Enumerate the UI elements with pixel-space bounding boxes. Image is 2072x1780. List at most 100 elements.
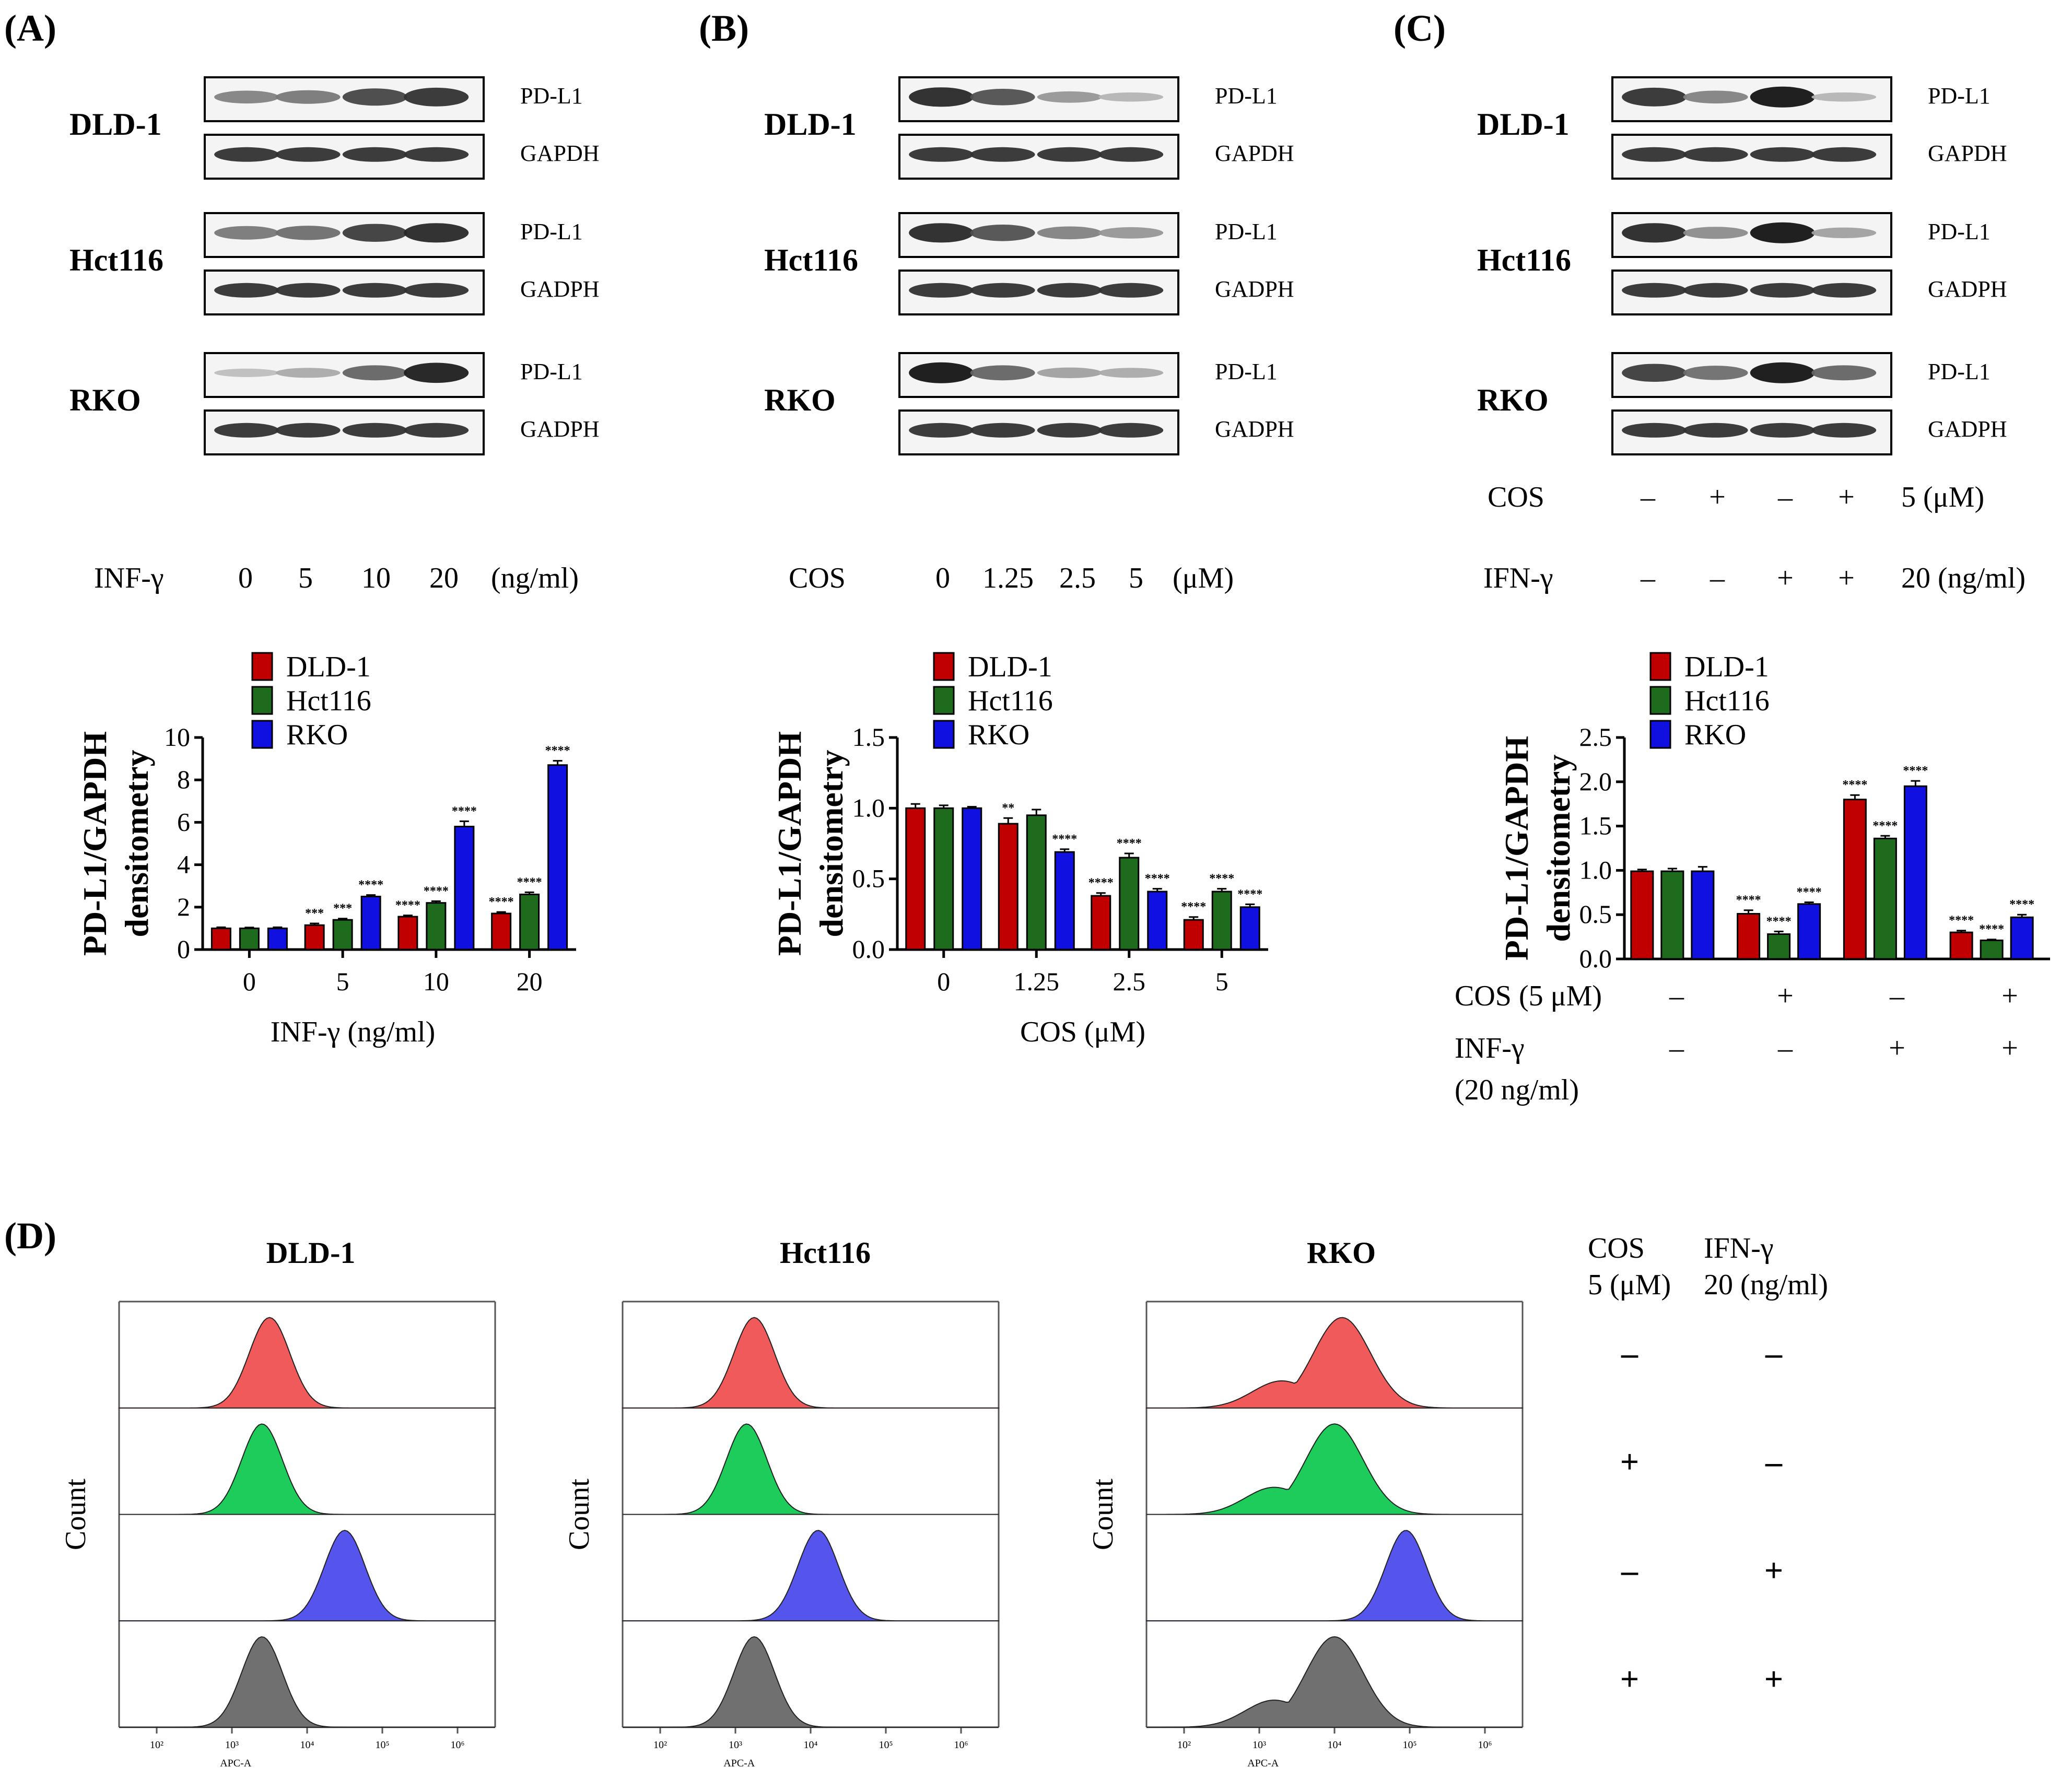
- blot-band: [1683, 366, 1748, 380]
- flow-legend-header: 20 (ng/ml): [1704, 1269, 1828, 1301]
- bar: [1660, 870, 1684, 960]
- blot-band: [1750, 283, 1815, 298]
- bar: [1843, 799, 1867, 960]
- significance-label: ****: [1181, 900, 1206, 914]
- y-tick-label: 0.5: [852, 864, 885, 893]
- flow-x-tick-label: 10⁵: [879, 1739, 893, 1751]
- y-axis-title: densitometry: [813, 750, 850, 937]
- dose-label: 20: [429, 562, 459, 594]
- blot-band: [275, 147, 341, 162]
- blot-band: [1098, 92, 1164, 102]
- flow-histogram: [622, 1530, 999, 1622]
- blot-band: [342, 283, 407, 298]
- blot-band: [1683, 227, 1748, 239]
- bar: [210, 927, 231, 951]
- blot-band: [214, 226, 279, 240]
- blot-band: [1811, 92, 1877, 102]
- dose-label: 0: [935, 562, 950, 594]
- flow-histogram: [623, 1423, 999, 1515]
- dose-label: 5: [298, 562, 313, 594]
- panel-label-d: (D): [4, 1215, 56, 1257]
- significance-label: ****: [1736, 894, 1761, 907]
- treatment-label: COS: [789, 562, 846, 594]
- sign-label: +: [1709, 481, 1726, 513]
- bar: [1147, 891, 1168, 951]
- x-sign-label: +: [2001, 1032, 2018, 1064]
- cell-line-label: RKO: [764, 383, 836, 417]
- bar: [905, 807, 926, 951]
- flow-histogram: [1146, 1423, 1523, 1515]
- blot-band: [1037, 367, 1102, 378]
- legend-label: DLD-1: [1684, 651, 1769, 683]
- blot-band: [342, 423, 407, 438]
- dose-label: 5: [1129, 562, 1143, 594]
- blot-band: [404, 87, 469, 107]
- bar: [332, 919, 353, 951]
- dose-label: 0: [238, 562, 253, 594]
- blot-band: [404, 283, 469, 298]
- blot-band: [214, 368, 279, 377]
- bar: [1091, 895, 1111, 951]
- band-label: GADPH: [520, 416, 600, 442]
- blot-band: [404, 223, 469, 243]
- blot-band: [1683, 283, 1748, 298]
- flow-legend-sign: +: [1620, 1660, 1639, 1697]
- band-label: GAPDH: [520, 140, 600, 166]
- dose-label: 2.5: [1059, 562, 1096, 594]
- significance-label: ****: [1797, 885, 1822, 899]
- bar: [519, 893, 540, 951]
- x-tick-label: 10: [423, 967, 449, 996]
- flow-legend-sign: –: [1765, 1443, 1783, 1480]
- blot-band: [342, 224, 407, 242]
- bar: [426, 902, 447, 951]
- legend-swatch: [251, 686, 273, 715]
- blot-band: [909, 423, 974, 438]
- blot-band: [214, 147, 279, 162]
- significance-label: **: [1002, 801, 1014, 815]
- blot-band: [970, 283, 1035, 298]
- blot-band: [1037, 423, 1102, 438]
- flow-x-tick-label: 10⁴: [1328, 1739, 1342, 1751]
- x-tick-label: 1.25: [1014, 967, 1060, 996]
- bar: [1239, 906, 1260, 951]
- blot-band: [404, 423, 469, 438]
- band-label: PD-L1: [520, 219, 583, 244]
- y-tick-label: 10: [164, 722, 190, 752]
- flow-x-label: APC-A: [723, 1758, 755, 1769]
- flow-histogram: [119, 1636, 495, 1728]
- flow-x-tick-label: 10⁶: [1478, 1739, 1492, 1751]
- x-sign-label: +: [2001, 980, 2018, 1012]
- blot-band: [1622, 147, 1687, 162]
- bar: [998, 823, 1019, 951]
- legend-label: Hct116: [286, 685, 371, 717]
- y-tick-label: 1.0: [852, 793, 885, 822]
- blot-band: [970, 365, 1035, 381]
- bar: [1054, 851, 1075, 951]
- y-tick-label: 0: [177, 934, 190, 964]
- bar: [1767, 933, 1791, 960]
- legend-label: DLD-1: [968, 651, 1052, 683]
- blot-band: [970, 147, 1035, 162]
- bar: [1026, 814, 1047, 951]
- blot-band: [275, 368, 341, 378]
- flow-x-tick-label: 10³: [1252, 1739, 1266, 1751]
- panel-label-c: (C): [1394, 7, 1446, 49]
- flow-title: RKO: [1307, 1236, 1376, 1270]
- significance-label: ****: [1872, 819, 1898, 833]
- blot-band: [342, 147, 407, 162]
- x-sign-label: +: [1889, 1032, 1905, 1064]
- significance-label: ****: [395, 899, 420, 912]
- legend-swatch: [1649, 686, 1671, 715]
- significance-label: ****: [517, 875, 542, 889]
- blot-band: [1098, 423, 1164, 438]
- blot-band: [404, 147, 469, 162]
- blot-band: [909, 87, 974, 107]
- bar: [1183, 919, 1204, 951]
- bar: [1949, 931, 1973, 960]
- cell-line-label: Hct116: [764, 243, 858, 277]
- x-sign-label: –: [1669, 980, 1684, 1012]
- blot-band: [342, 88, 407, 106]
- blot-band: [1750, 86, 1815, 108]
